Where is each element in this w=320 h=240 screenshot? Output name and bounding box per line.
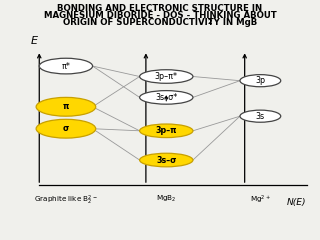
Ellipse shape	[140, 91, 193, 104]
Ellipse shape	[36, 119, 96, 138]
Ellipse shape	[36, 97, 96, 116]
Ellipse shape	[39, 58, 92, 74]
Text: σ: σ	[63, 124, 69, 133]
Text: BONDING AND ELECTRONIC STRUCTURE IN: BONDING AND ELECTRONIC STRUCTURE IN	[57, 4, 263, 12]
Text: Graphite like B$_2^{2-}$: Graphite like B$_2^{2-}$	[34, 193, 98, 207]
Text: 3p: 3p	[255, 76, 265, 85]
Text: 3s–σ*: 3s–σ*	[155, 93, 177, 102]
Text: MAGNESIUM DIBORIDE - DOS - THINKING ABOUT: MAGNESIUM DIBORIDE - DOS - THINKING ABOU…	[44, 11, 276, 20]
Ellipse shape	[140, 70, 193, 83]
Text: 3p–π*: 3p–π*	[155, 72, 178, 81]
Text: 3s–σ: 3s–σ	[156, 156, 176, 165]
Text: 2: 2	[207, 19, 212, 25]
Text: 3p–π: 3p–π	[156, 126, 177, 135]
Text: Mg$^{2+}$: Mg$^{2+}$	[250, 193, 271, 206]
Ellipse shape	[140, 153, 193, 167]
Text: E: E	[31, 36, 38, 46]
Ellipse shape	[140, 124, 193, 138]
Text: N(E): N(E)	[286, 198, 306, 207]
Ellipse shape	[240, 110, 281, 122]
Ellipse shape	[240, 75, 281, 87]
Text: 3s: 3s	[256, 112, 265, 121]
Text: π*: π*	[61, 62, 70, 71]
Text: ORIGIN OF SUPERCONDUCTIVITY IN MgB: ORIGIN OF SUPERCONDUCTIVITY IN MgB	[63, 18, 257, 27]
Text: π: π	[63, 102, 69, 111]
Text: MgB$_2$: MgB$_2$	[156, 193, 177, 204]
